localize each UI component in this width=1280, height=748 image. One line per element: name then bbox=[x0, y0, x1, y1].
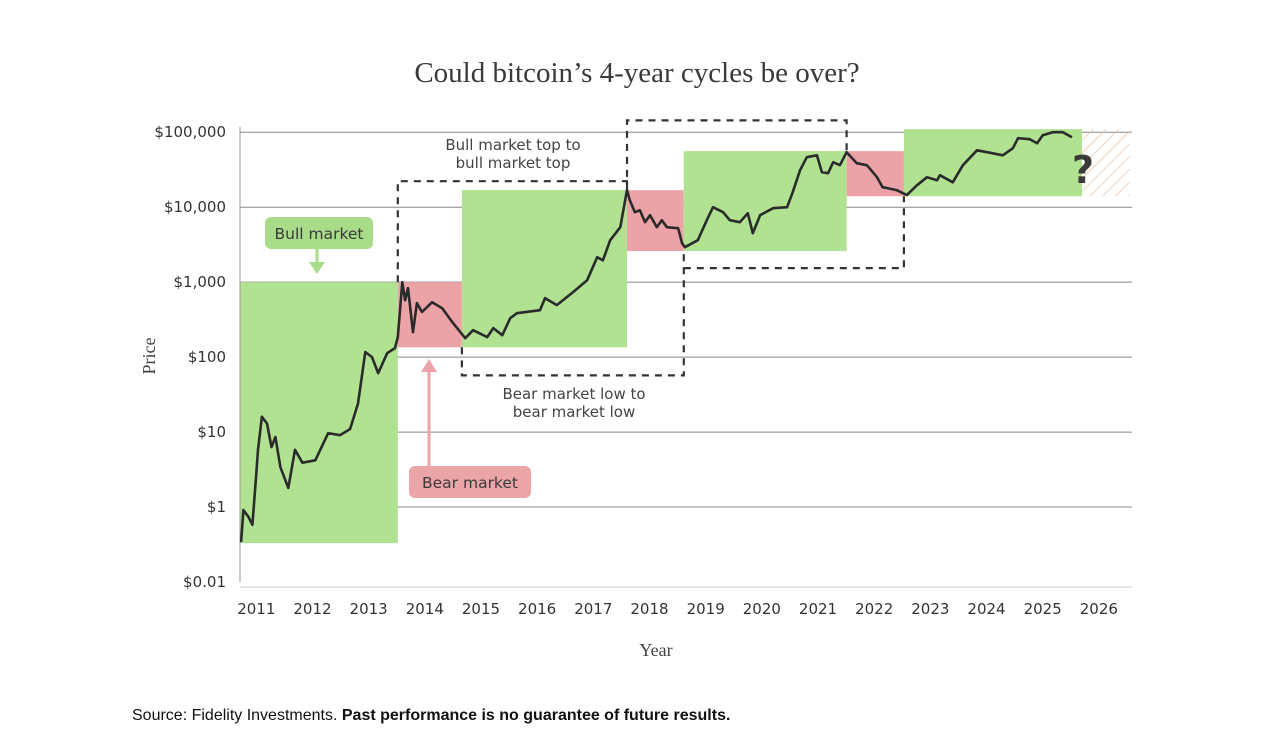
y-axis-label: Price bbox=[139, 337, 159, 374]
y-tick-label: $1,000 bbox=[174, 273, 227, 291]
bull-arrow-head-icon bbox=[309, 262, 325, 274]
x-tick-label: 2021 bbox=[799, 600, 837, 618]
bull-market-region bbox=[903, 129, 1083, 197]
question-mark: ? bbox=[1072, 148, 1094, 192]
axes: $0.01 $1 $10 $100 $1,000 $10,000 $100,000 2011 2… bbox=[154, 123, 1132, 618]
x-tick-label: 2013 bbox=[350, 600, 388, 618]
bear-arrow-head-icon bbox=[421, 359, 437, 372]
bear-market-region bbox=[627, 190, 684, 252]
source-prefix: Source: Fidelity Investments. bbox=[132, 707, 338, 724]
y-tick-label: $100 bbox=[188, 348, 226, 366]
x-tick-label: 2019 bbox=[687, 600, 725, 618]
disclaimer: Past performance is no guarantee of futu… bbox=[341, 707, 731, 724]
low-to-low-label: Bear market low to bbox=[502, 385, 645, 403]
top-to-top-bracket bbox=[625, 119, 848, 190]
bull-market-tag bbox=[265, 217, 373, 249]
top-to-top-label: Bull market top to bbox=[445, 136, 580, 154]
x-tick-label: 2022 bbox=[855, 600, 893, 618]
bull-market-region bbox=[240, 282, 398, 544]
x-tick-label: 2018 bbox=[630, 600, 668, 618]
low-to-low-label: bear market low bbox=[513, 403, 636, 421]
bull-market-tag-text: Bull market bbox=[274, 225, 363, 243]
x-tick-label: 2012 bbox=[293, 600, 331, 618]
y-tick-label: $0.01 bbox=[183, 573, 226, 591]
bear-market-tag bbox=[409, 466, 531, 498]
bull-market-region bbox=[461, 190, 628, 348]
cycle-brackets bbox=[396, 119, 906, 377]
y-tick-label: $10,000 bbox=[164, 198, 226, 216]
x-tick-label: 2020 bbox=[743, 600, 781, 618]
x-tick-label: 2014 bbox=[406, 600, 444, 618]
x-tick-label: 2025 bbox=[1024, 600, 1062, 618]
price-line bbox=[239, 130, 1073, 543]
x-tick-label: 2015 bbox=[462, 600, 500, 618]
bull-market-region bbox=[683, 151, 847, 252]
top-to-top-label: bull market top bbox=[456, 154, 571, 172]
x-tick-label: 2024 bbox=[967, 600, 1005, 618]
x-tick-label: 2026 bbox=[1080, 600, 1118, 618]
x-tick-label: 2011 bbox=[237, 600, 275, 618]
y-tick-label: $100,000 bbox=[154, 123, 226, 141]
x-tick-label: 2017 bbox=[574, 600, 612, 618]
y-tick-label: $10 bbox=[197, 423, 226, 441]
bear-market-tag-text: Bear market bbox=[422, 474, 518, 492]
source-note: Source: Fidelity Investments. Past perfo… bbox=[132, 707, 730, 725]
y-tick-label: $1 bbox=[207, 498, 226, 516]
x-tick-label: 2023 bbox=[911, 600, 949, 618]
x-tick-label: 2016 bbox=[518, 600, 556, 618]
chart-title: Could bitcoin’s 4-year cycles be over? bbox=[414, 57, 859, 89]
price-series bbox=[239, 130, 1073, 543]
low-to-low-bracket bbox=[460, 251, 685, 377]
market-regions bbox=[240, 129, 1130, 544]
unknown-market-region bbox=[1082, 129, 1130, 197]
x-axis-label: Year bbox=[639, 640, 672, 660]
